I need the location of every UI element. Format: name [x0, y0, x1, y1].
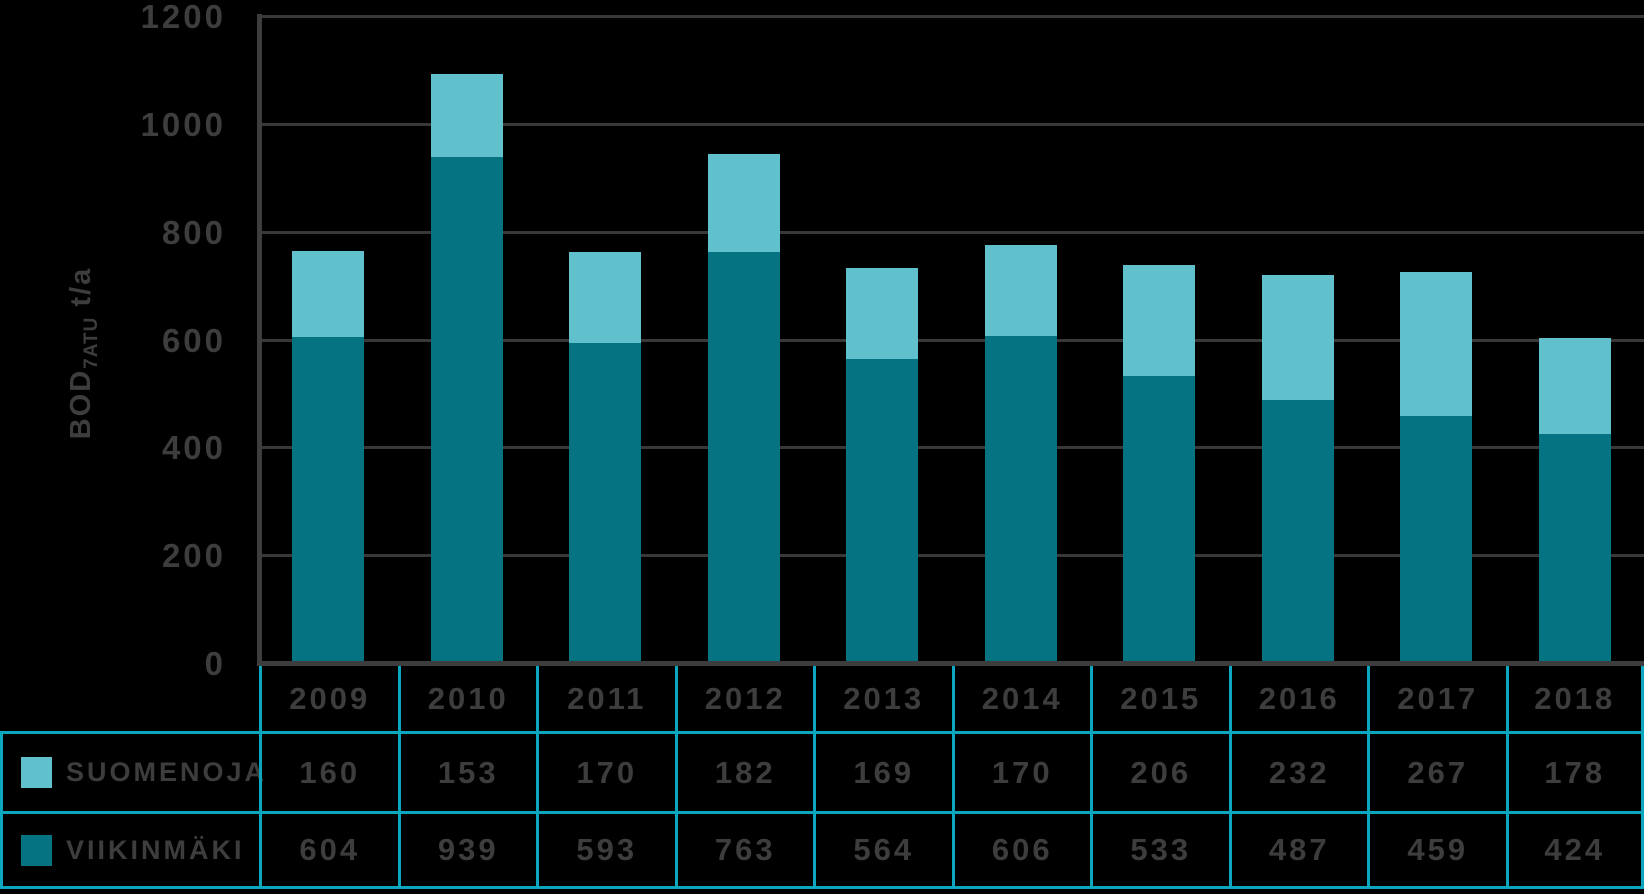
gridline-400: [259, 446, 1644, 450]
value-cell-viikinmaki-2012: 763: [674, 811, 813, 889]
bar-segment-suomenoja-2012: [707, 153, 780, 252]
value-cell-viikinmaki-2013: 564: [813, 811, 952, 889]
bar-segment-suomenoja-2017: [1400, 271, 1473, 416]
year-header-2017: 2017: [1367, 666, 1506, 731]
y-axis-line: [257, 14, 262, 666]
stacked-bar-2017: [1400, 271, 1473, 663]
year-header-2013: 2013: [813, 666, 952, 731]
legend-swatch-viikinmaki: [21, 834, 52, 866]
y-tick-label-200: 200: [161, 537, 226, 575]
gridline-200: [259, 554, 1644, 558]
stacked-bar-2012: [707, 153, 780, 663]
bar-column-2012: [675, 153, 814, 663]
value-cell-suomenoja-2010: 153: [397, 731, 536, 811]
bar-segment-suomenoja-2010: [430, 74, 503, 157]
bar-column-2014: [952, 244, 1091, 663]
y-tick-label-400: 400: [161, 429, 226, 467]
y-tick-label-600: 600: [161, 321, 226, 359]
bar-segment-suomenoja-2016: [1261, 275, 1334, 401]
bar-segment-viikinmaki-2018: [1538, 434, 1611, 663]
bar-segment-viikinmaki-2014: [984, 336, 1057, 663]
x-axis-line: [257, 661, 1644, 666]
bar-segment-suomenoja-2015: [1123, 264, 1196, 376]
legend-cell-suomenoja: SUOMENOJA: [0, 731, 264, 811]
stacked-bar-2009: [292, 251, 365, 663]
bar-segment-viikinmaki-2010: [430, 156, 503, 663]
bar-column-2011: [536, 251, 675, 663]
value-cell-viikinmaki-2016: 487: [1228, 811, 1367, 889]
year-header-2016: 2016: [1228, 666, 1368, 731]
year-header-2014: 2014: [951, 666, 1091, 731]
y-tick-label-1200: 1200: [140, 0, 226, 35]
table-corner-cell: [0, 666, 259, 731]
bar-segment-suomenoja-2009: [292, 251, 365, 338]
legend-label-suomenoja: SUOMENOJA: [66, 757, 268, 787]
stacked-bar-2018: [1538, 338, 1611, 663]
bar-segment-suomenoja-2011: [569, 251, 642, 344]
stacked-bar-2013: [846, 267, 919, 663]
year-header-2010: 2010: [397, 666, 537, 731]
y-tick-label-1000: 1000: [140, 105, 226, 143]
value-cell-suomenoja-2009: 160: [259, 731, 398, 811]
data-table: 2009 2010 2011 2012 2013 2014 2015 2016 2017 2018…: [0, 666, 1644, 889]
legend-cell-viikinmaki: VIIKINMÄKI: [0, 811, 259, 889]
value-cell-suomenoja-2014: 170: [951, 731, 1090, 811]
value-cell-suomenoja-2018: 178: [1505, 731, 1644, 811]
bar-column-2017: [1367, 271, 1506, 663]
value-cell-viikinmaki-2009: 604: [259, 811, 398, 889]
value-cell-suomenoja-2012: 182: [674, 731, 813, 811]
value-cell-suomenoja-2013: 169: [813, 731, 952, 811]
gridline-1000: [259, 122, 1644, 126]
bar-segment-suomenoja-2013: [846, 267, 919, 359]
bar-segment-viikinmaki-2012: [707, 251, 780, 663]
value-cell-suomenoja-2017: 267: [1367, 731, 1506, 811]
bar-segment-viikinmaki-2013: [846, 358, 919, 663]
value-cell-viikinmaki-2015: 533: [1090, 811, 1229, 889]
bar-segment-viikinmaki-2016: [1261, 400, 1334, 663]
value-cell-suomenoja-2011: 170: [536, 731, 675, 811]
legend-swatch-suomenoja: [21, 757, 52, 788]
y-tick-label-800: 800: [161, 213, 226, 251]
gridline-1200: [259, 15, 1644, 18]
bar-column-2015: [1090, 264, 1229, 663]
value-cell-viikinmaki-2011: 593: [536, 811, 675, 889]
gridline-800: [259, 230, 1644, 234]
value-cell-suomenoja-2016: 232: [1228, 731, 1367, 811]
year-header-2012: 2012: [674, 666, 814, 731]
year-header-2018: 2018: [1505, 666, 1644, 731]
year-header-2011: 2011: [536, 666, 675, 731]
bar-column-2018: [1506, 338, 1644, 663]
bar-column-2013: [813, 267, 952, 663]
bar-segment-viikinmaki-2015: [1123, 375, 1196, 663]
stacked-bar-2015: [1123, 264, 1196, 663]
y-axis-title-unit: t/a: [65, 266, 98, 317]
gridline-600: [259, 338, 1644, 342]
year-header-2009: 2009: [259, 666, 398, 731]
value-cell-viikinmaki-2017: 459: [1367, 811, 1506, 889]
legend-label-viikinmaki: VIIKINMÄKI: [66, 834, 245, 865]
bar-segment-viikinmaki-2011: [569, 343, 642, 663]
bar-column-2009: [259, 251, 398, 663]
bar-segment-viikinmaki-2009: [292, 337, 365, 663]
value-cell-viikinmaki-2014: 606: [951, 811, 1090, 889]
plot-area: [259, 15, 1644, 663]
year-header-2015: 2015: [1090, 666, 1229, 731]
bar-column-2010: [398, 74, 537, 663]
bar-segment-viikinmaki-2017: [1400, 415, 1473, 663]
bar-segment-suomenoja-2014: [984, 244, 1057, 337]
bar-column-2016: [1229, 275, 1368, 663]
stacked-bar-2016: [1261, 275, 1334, 663]
stacked-bar-2011: [569, 251, 642, 663]
bar-segment-suomenoja-2018: [1538, 338, 1611, 435]
value-cell-viikinmaki-2010: 939: [397, 811, 536, 889]
y-tick-label-0: 0: [204, 645, 226, 682]
value-cell-viikinmaki-2018: 424: [1505, 811, 1644, 889]
value-cell-suomenoja-2015: 206: [1090, 731, 1229, 811]
stacked-bar-2010: [430, 74, 503, 663]
stacked-bar-2014: [984, 244, 1057, 663]
